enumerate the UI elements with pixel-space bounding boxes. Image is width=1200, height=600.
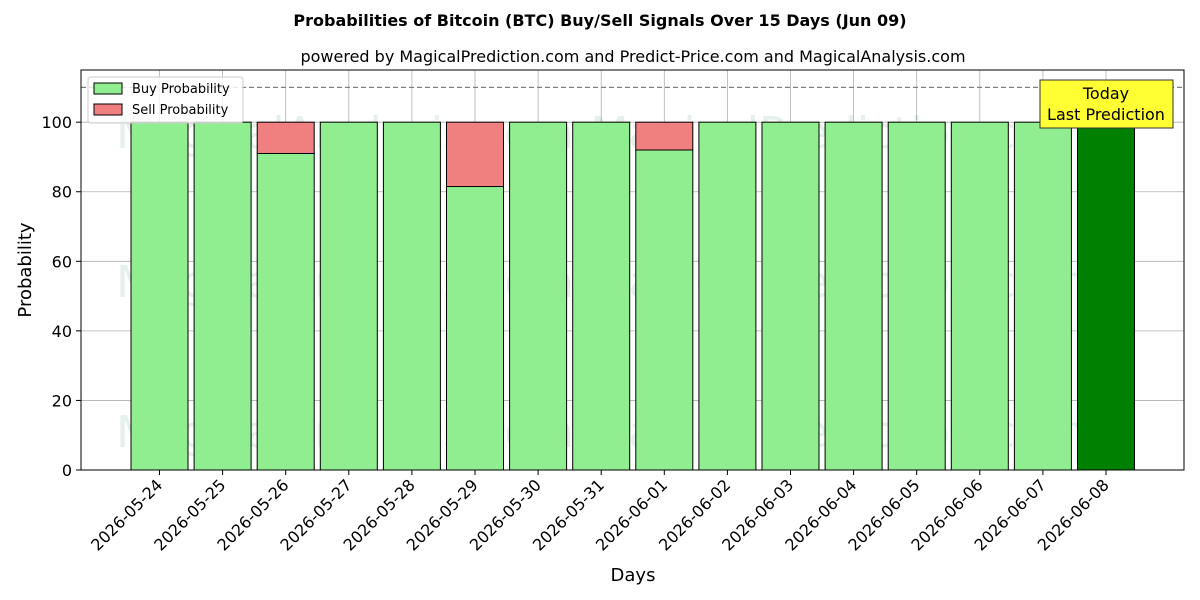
buy-bar — [509, 121, 568, 471]
buy-bar — [887, 121, 946, 471]
y-tick-label: 60 — [52, 252, 72, 271]
legend-swatch-sell — [93, 103, 123, 116]
sell-bar — [635, 121, 694, 151]
plot-frame — [80, 69, 1185, 471]
y-tick-label: 0 — [62, 461, 72, 480]
buy-bar — [446, 186, 504, 471]
sell-bar — [446, 121, 504, 188]
buy-bar — [1077, 121, 1135, 471]
bars — [130, 121, 1135, 471]
buy-bar — [572, 121, 631, 471]
chart-subtitle: powered by MagicalPrediction.com and Pre… — [300, 47, 965, 66]
x-axis-label: Days — [611, 565, 656, 586]
y-tick-label: 20 — [52, 391, 72, 410]
buy-bar — [635, 149, 694, 471]
y-axis-ticks: 0 20 40 60 80 100 — [41, 113, 81, 480]
legend-swatch-buy — [93, 82, 123, 95]
legend-box — [87, 76, 244, 124]
annotation-line-2: Last Prediction — [1047, 105, 1165, 124]
legend-label-sell: Sell Probability — [132, 103, 229, 118]
buy-bar — [319, 121, 378, 471]
buy-bar — [950, 121, 1009, 471]
buy-bar — [1013, 121, 1072, 471]
y-tick-label: 40 — [52, 322, 72, 341]
y-tick-label: 100 — [41, 113, 72, 132]
buy-bar — [824, 121, 883, 471]
y-tick-label: 80 — [52, 183, 72, 202]
buy-bar — [698, 121, 757, 471]
buy-bar — [130, 121, 189, 471]
legend: Buy Probability Sell Probability — [87, 76, 244, 124]
buy-bar — [256, 152, 315, 471]
y-axis-label: Probability — [15, 222, 36, 317]
legend-label-buy: Buy Probability — [132, 82, 230, 97]
annotation-line-1: Today — [1082, 84, 1129, 103]
buy-bar — [193, 121, 252, 471]
x-axis-ticks: 2026-05-242026-05-252026-05-262026-05-27… — [87, 470, 1113, 555]
buy-bar — [382, 121, 441, 471]
sell-bar — [256, 121, 315, 154]
buy-bar — [761, 121, 820, 471]
chart-title: Probabilities of Bitcoin (BTC) Buy/Sell … — [293, 11, 906, 30]
today-annotation: Today Last Prediction — [1039, 79, 1174, 129]
annotation-box — [1039, 79, 1174, 129]
